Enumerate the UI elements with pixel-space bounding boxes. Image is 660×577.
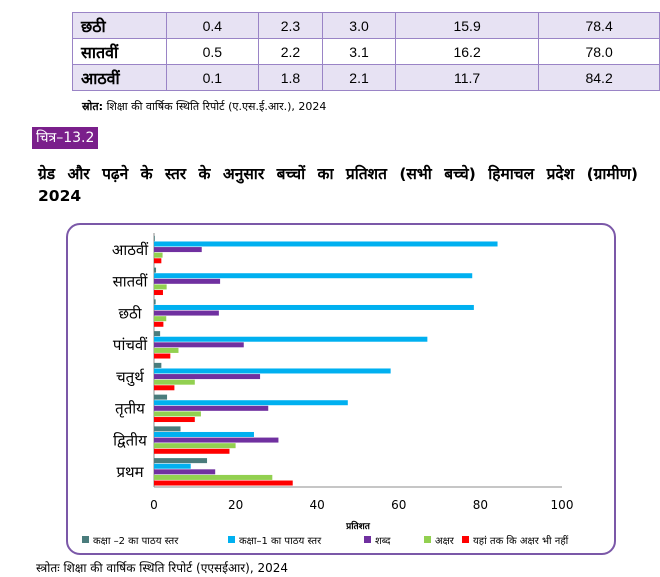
bar bbox=[154, 437, 279, 443]
bar bbox=[154, 431, 254, 437]
bar bbox=[154, 235, 155, 241]
x-axis-title: प्रतिशत bbox=[345, 520, 371, 532]
category-label: पांचवीं bbox=[113, 336, 148, 354]
table-cell: 3.0 bbox=[322, 12, 396, 39]
bar bbox=[154, 405, 269, 411]
legend-label: कक्षा–1 का पाठय स्तर bbox=[239, 536, 322, 547]
table-cell: 15.9 bbox=[394, 12, 540, 39]
bar bbox=[154, 299, 156, 305]
table-cell: 2.2 bbox=[257, 38, 324, 65]
table-cell: 84.2 bbox=[538, 64, 660, 91]
bar bbox=[154, 241, 498, 247]
table-row: सातवीं 0.5 2.2 3.1 16.2 78.0 bbox=[72, 38, 660, 65]
bar bbox=[154, 267, 157, 273]
chart-source: स्त्रोतः शिक्षा की वार्षिक स्थिति रिपोर्… bbox=[36, 561, 289, 575]
table-row: छठी 0.4 2.3 3.0 15.9 78.4 bbox=[72, 12, 660, 39]
bar bbox=[154, 379, 195, 385]
legend-label: कक्षा –2 का पाठय स्तर bbox=[93, 536, 179, 547]
bar bbox=[154, 417, 195, 423]
bar bbox=[154, 463, 191, 469]
table-row-grade: सातवीं bbox=[72, 38, 167, 65]
table-row: आठवीं 0.1 1.8 2.1 11.7 84.2 bbox=[72, 64, 660, 91]
bar bbox=[154, 347, 179, 353]
bar bbox=[154, 448, 230, 454]
bar bbox=[154, 252, 163, 258]
chart-heading: ग्रेड और पढ़ने के स्तर के अनुसार बच्चों … bbox=[38, 165, 638, 183]
bar bbox=[154, 304, 474, 310]
bar bbox=[154, 474, 273, 480]
table-cell: 78.0 bbox=[538, 38, 660, 65]
bar bbox=[154, 273, 473, 279]
table-cell: 16.2 bbox=[394, 38, 540, 65]
table-cell: 2.3 bbox=[257, 12, 324, 39]
x-tick-label: 0 bbox=[150, 498, 158, 512]
category-label: सातवीं bbox=[113, 273, 149, 291]
legend-swatch bbox=[364, 536, 371, 543]
table-cell: 78.4 bbox=[538, 12, 660, 39]
bar bbox=[154, 385, 175, 391]
bar bbox=[154, 443, 236, 449]
bar bbox=[154, 400, 348, 406]
source-label: स्रोत: bbox=[82, 100, 104, 113]
bar bbox=[154, 258, 162, 264]
chart-frame: आठवीं सातवीं छठी पांचवीं चतुर्थ तृतीय द्वितीय प… bbox=[66, 223, 616, 555]
bar bbox=[154, 362, 162, 368]
x-tick-label: 100 bbox=[551, 498, 574, 512]
category-label: तृतीय bbox=[115, 400, 145, 419]
table-cell: 3.1 bbox=[322, 38, 396, 65]
bar bbox=[154, 411, 201, 417]
x-tick-label: 60 bbox=[391, 498, 406, 512]
bar bbox=[154, 394, 168, 400]
table-cell: 2.1 bbox=[322, 64, 396, 91]
table-cell: 0.5 bbox=[165, 38, 259, 65]
category-label: द्वितीय bbox=[113, 431, 147, 449]
legend-swatch bbox=[462, 536, 469, 543]
bar bbox=[154, 426, 181, 432]
data-table: छठी 0.4 2.3 3.0 15.9 78.4 सातवीं 0.5 2.2 3.1 16.2 7… bbox=[72, 12, 660, 91]
category-label: प्रथम bbox=[116, 463, 144, 481]
source-text: शिक्षा की वार्षिक स्थिति रिपोर्ट (ए.एस.ई… bbox=[103, 100, 327, 113]
legend-swatch bbox=[228, 536, 235, 543]
legend-label: अक्षर bbox=[435, 536, 455, 547]
legend-label: शब्द bbox=[375, 536, 391, 547]
legend-swatch bbox=[82, 536, 89, 543]
bar bbox=[154, 247, 202, 253]
table-cell: 0.1 bbox=[165, 64, 259, 91]
bar bbox=[154, 278, 221, 284]
bar bbox=[154, 321, 164, 327]
x-tick-label: 20 bbox=[228, 498, 243, 512]
table-source: स्रोत: शिक्षा की वार्षिक स्थिति रिपोर्ट … bbox=[82, 99, 326, 114]
legend-swatch bbox=[424, 536, 431, 543]
bar bbox=[154, 284, 167, 290]
bar bbox=[154, 310, 219, 316]
table-row-grade: आठवीं bbox=[72, 64, 167, 91]
legend-label: यहां तक कि अक्षर भी नहीं bbox=[473, 535, 569, 547]
bar-chart: आठवीं सातवीं छठी पांचवीं चतुर्थ तृतीय द्वितीय प… bbox=[82, 233, 574, 547]
chart-heading-year: 2024 bbox=[38, 187, 82, 205]
bar bbox=[154, 353, 171, 359]
category-label: आठवीं bbox=[112, 241, 149, 259]
bar bbox=[154, 469, 216, 475]
table-cell: 1.8 bbox=[257, 64, 324, 91]
x-tick-label: 80 bbox=[473, 498, 488, 512]
bar bbox=[154, 336, 428, 342]
bar bbox=[154, 331, 161, 337]
table-row-grade: छठी bbox=[72, 12, 167, 39]
x-tick-label: 40 bbox=[310, 498, 325, 512]
bar bbox=[154, 342, 244, 348]
bar bbox=[154, 290, 163, 296]
bar bbox=[154, 316, 167, 322]
bar bbox=[154, 374, 261, 380]
table-cell: 0.4 bbox=[165, 12, 259, 39]
bar bbox=[154, 480, 293, 486]
table-cell: 11.7 bbox=[394, 64, 540, 91]
category-label: छठी bbox=[118, 304, 142, 322]
figure-badge: चित्र–13.2 bbox=[32, 127, 99, 149]
category-label: चतुर्थ bbox=[116, 368, 145, 387]
bar bbox=[154, 458, 208, 464]
bar bbox=[154, 368, 391, 374]
